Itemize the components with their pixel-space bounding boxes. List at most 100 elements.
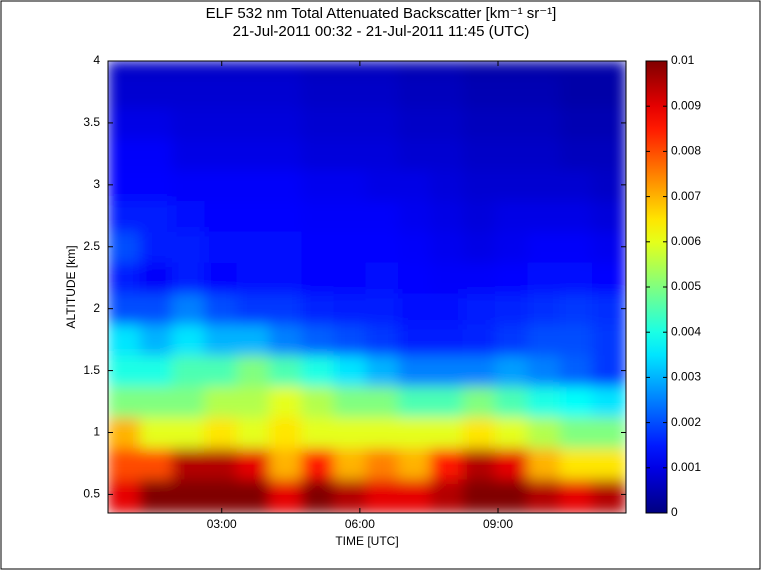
heatmap-cell [108, 61, 141, 77]
heatmap-cell [527, 106, 561, 139]
heatmap-cell [462, 292, 496, 325]
heatmap-cell [204, 292, 238, 325]
heatmap-cell [333, 323, 367, 356]
heatmap-cell [494, 292, 529, 325]
heatmap-cell [559, 61, 593, 77]
heatmap-cell [236, 199, 271, 232]
heatmap-cell [269, 137, 303, 170]
heatmap-cell [462, 168, 496, 201]
heatmap-cell [236, 292, 271, 325]
heatmap-cell [430, 199, 464, 232]
heatmap-cell [171, 478, 206, 513]
heatmap-cell [139, 137, 173, 170]
heatmap-cell [494, 323, 529, 356]
heatmap-cell [204, 168, 238, 201]
chart-title: ELF 532 nm Total Attenuated Backscatter … [206, 5, 557, 22]
heatmap-cell [559, 292, 593, 325]
heatmap-cell [591, 292, 626, 325]
heatmap-cell [462, 323, 496, 356]
heatmap-cell [204, 61, 238, 77]
heatmap-cell [398, 478, 432, 513]
heatmap-cell [108, 323, 141, 356]
heatmap-cell [494, 61, 529, 77]
heatmap-cell [494, 106, 529, 139]
heatmap-cell [139, 478, 173, 513]
heatmap-cell [365, 261, 400, 294]
colorbar-tick-label: 0.004 [671, 324, 701, 338]
heatmap-cell [559, 106, 593, 139]
heatmap-cell [559, 385, 593, 418]
heatmap-cell [171, 75, 206, 108]
y-tick-label: 3.5 [83, 115, 100, 129]
heatmap-cell [108, 168, 141, 201]
heatmap-cell [365, 416, 400, 449]
heatmap-cell [494, 137, 529, 170]
heatmap-cell [398, 61, 432, 77]
heatmap-cell [204, 478, 238, 513]
heatmap-cell [527, 61, 561, 77]
heatmap-cell [398, 323, 432, 356]
heatmap-cell [430, 75, 464, 108]
heatmap-cell [333, 75, 367, 108]
heatmap-cell [204, 323, 238, 356]
heatmap-cell [591, 416, 626, 449]
heatmap-cell [591, 323, 626, 356]
heatmap-cell [365, 168, 400, 201]
heatmap-cell [430, 137, 464, 170]
heatmap-cell [171, 106, 206, 139]
heatmap-cell [462, 385, 496, 418]
heatmap-cell [139, 75, 173, 108]
heatmap-cell [108, 385, 141, 418]
heatmap-cell [365, 61, 400, 77]
heatmap-cell [269, 168, 303, 201]
heatmap-cell [139, 292, 173, 325]
y-tick-label: 2 [93, 301, 100, 315]
heatmap-cell [204, 199, 238, 232]
heatmap-cell [108, 230, 141, 263]
heatmap-cell [365, 478, 400, 513]
heatmap-cell [333, 416, 367, 449]
heatmap-cell [462, 478, 496, 513]
heatmap-cell [462, 354, 496, 387]
heatmap-cell [139, 106, 173, 139]
heatmap-cell [591, 447, 626, 480]
heatmap-cell [591, 75, 626, 108]
heatmap-cell [398, 168, 432, 201]
heatmap-cell [204, 261, 238, 294]
heatmap-cell [171, 61, 206, 77]
heatmap-cell [333, 292, 367, 325]
heatmap-cell [269, 292, 303, 325]
heatmap-cell [559, 447, 593, 480]
colorbar-tick-label: 0.01 [671, 53, 695, 67]
heatmap-cell [398, 199, 432, 232]
heatmap-cell [527, 416, 561, 449]
x-tick-label: 09:00 [483, 517, 513, 531]
heatmap-cell [204, 230, 238, 263]
heatmap-cell [236, 323, 271, 356]
heatmap-cell [591, 478, 626, 513]
heatmap-cell [269, 416, 303, 449]
heatmap-cell [430, 230, 464, 263]
heatmap-cell [494, 354, 529, 387]
heatmap-cell [171, 385, 206, 418]
heatmap-cell [204, 75, 238, 108]
heatmap-cell [462, 447, 496, 480]
heatmap-cell [365, 447, 400, 480]
heatmap-cell [108, 261, 141, 294]
heatmap-cell [559, 199, 593, 232]
heatmap-cell [333, 137, 367, 170]
plot-frame [107, 60, 627, 514]
heatmap-cell [269, 61, 303, 77]
heatmap-cell [462, 199, 496, 232]
heatmap-cell [527, 168, 561, 201]
heatmap-cell [139, 323, 173, 356]
heatmap-cell [301, 292, 335, 325]
heatmap-cell [269, 106, 303, 139]
y-tick-label: 0.5 [83, 487, 100, 501]
heatmap-cell [462, 261, 496, 294]
heatmap-cell [494, 447, 529, 480]
heatmap-cell [301, 137, 335, 170]
heatmap-cell [494, 385, 529, 418]
heatmap-cell [139, 230, 173, 263]
